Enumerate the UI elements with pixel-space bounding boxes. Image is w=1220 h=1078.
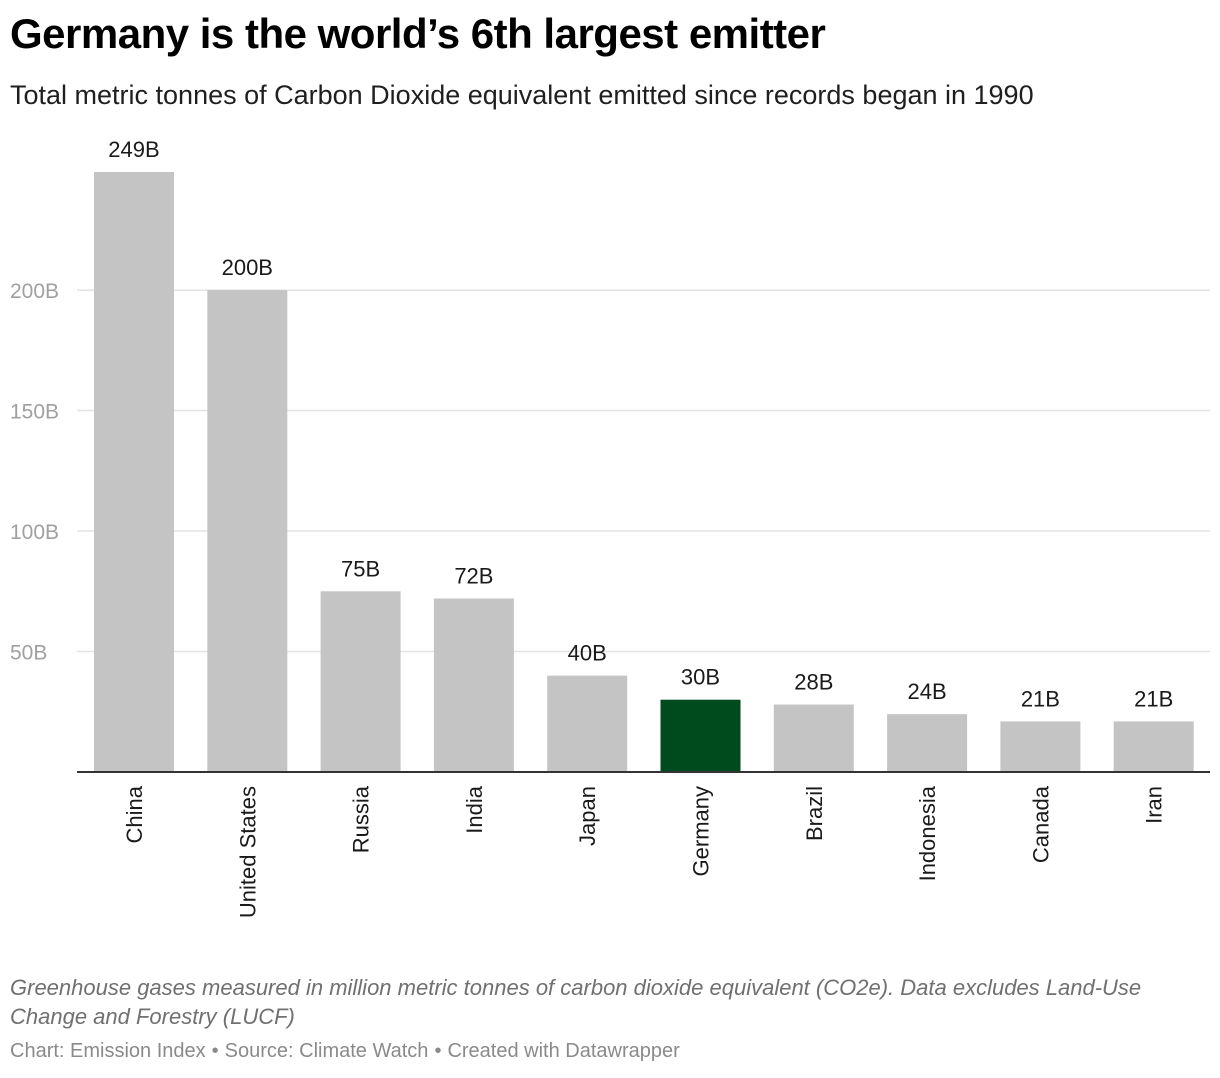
category-label: Brazil [802,786,827,841]
y-tick-label: 150B [10,401,59,424]
value-label: 40B [568,641,607,666]
bar [547,675,628,772]
value-label: 249B [108,137,159,162]
category-label: India [462,785,487,833]
value-label: 30B [681,665,720,690]
credit-separator: • [434,1040,442,1062]
bar [887,714,968,772]
value-label: 75B [341,556,380,581]
value-label: 200B [222,255,273,280]
chart-byline: Chart: Emission Index • Source: Climate Wa… [10,1040,680,1063]
bar [94,172,174,772]
category-label: Indonesia [915,785,940,881]
chart-notes: Greenhouse gases measured in million met… [10,975,1142,1029]
y-tick-label: 50B [10,642,47,665]
value-label: 28B [794,670,833,695]
bar [1000,721,1081,772]
bar [773,704,854,772]
category-label: Iran [1142,786,1167,824]
credit-chart: Chart: Emission Index [10,1040,206,1062]
category-label: Germany [689,786,714,876]
credit-separator: • [211,1040,219,1062]
category-label: United States [235,786,260,918]
value-label: 21B [1021,686,1060,711]
bar-highlight [660,699,741,772]
chart-title: Germany is the world’s 6th largest emitt… [10,10,826,57]
credit-tool: Created with Datawrapper [447,1040,680,1062]
credit-source: Source: Climate Watch [224,1040,429,1062]
category-label: China [122,785,147,843]
y-tick-label: 100B [10,521,59,544]
value-label: 72B [454,564,493,589]
bar [207,290,288,772]
value-label: 24B [908,679,947,704]
value-label: 21B [1134,686,1173,711]
bar-chart: 50B 100B 150B 200B 249B China 200B United State… [10,137,1210,918]
y-tick-label: 200B [10,280,59,303]
category-label: Canada [1028,785,1053,863]
category-label: Russia [349,785,374,853]
bar [320,591,401,772]
bar [433,598,514,772]
bar [1113,721,1194,772]
chart-subtitle: Total metric tonnes of Carbon Dioxide eq… [10,80,1034,110]
category-label: Japan [575,786,600,846]
